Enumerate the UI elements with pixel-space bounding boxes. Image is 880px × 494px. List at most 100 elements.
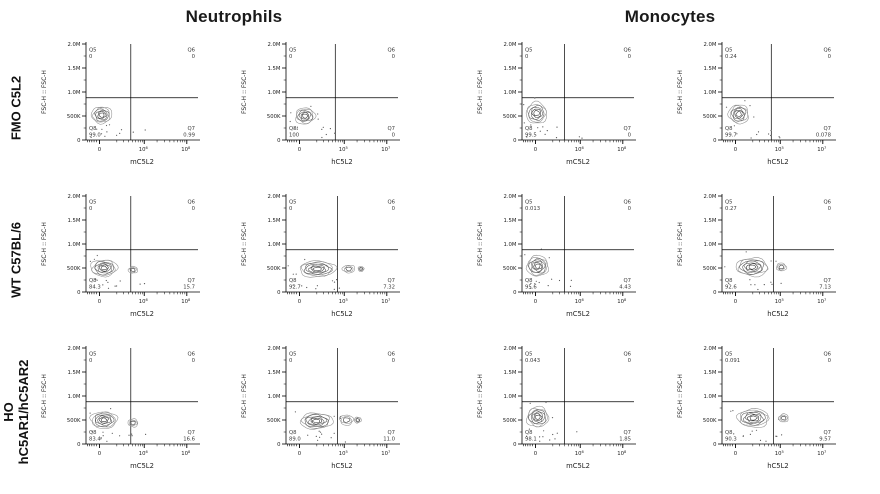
quadrant-label-q8: Q8 <box>289 126 297 132</box>
quadrant-label-q6: Q6 <box>387 48 395 54</box>
quadrant-label-q8: Q8 <box>525 126 533 132</box>
quadrant-label-q7: Q7 <box>823 430 831 436</box>
quadrant-label-q5: Q5 <box>289 48 297 54</box>
group-gap <box>434 336 470 488</box>
x-axis-title: hC5L2 <box>767 158 789 166</box>
quadrant-label-q8: Q8 <box>89 126 97 132</box>
quadrant-label-q8: Q8 <box>725 278 733 284</box>
x-tick-label: 106 <box>575 450 585 457</box>
quadrant-gate <box>522 348 634 444</box>
x-tick-label: 107 <box>381 146 390 153</box>
quadrant-gate <box>86 196 198 292</box>
quadrant-label-q7: Q7 <box>823 278 831 284</box>
axes: 0 500K 1.0M 1.5M 2.0M 0 105 107 <box>703 194 836 305</box>
quadrant-label-q6: Q6 <box>623 200 631 206</box>
row-label: HO hC5AR1/hC5AR2 <box>1 359 31 465</box>
scatter-dots <box>294 411 346 443</box>
x-axis-title: hC5L2 <box>331 462 353 470</box>
quadrant-value-q8: 99.5 <box>525 133 537 139</box>
quadrant-label-q5: Q5 <box>89 352 97 358</box>
quadrant-value-q5: 0 <box>289 206 293 212</box>
quadrant-value-q8: 84.3 <box>89 285 101 291</box>
y-tick-label: 2.0M <box>268 346 281 352</box>
y-tick-label: 500K <box>267 266 281 272</box>
y-tick-label: 0 <box>277 138 281 144</box>
y-tick-label: 0 <box>713 138 717 144</box>
quadrant-label-q8: Q8 <box>725 430 733 436</box>
quadrant-label-q7: Q7 <box>387 126 395 132</box>
y-axis-title: FSC-H :: FSC-H <box>677 222 684 266</box>
contour-population <box>90 106 113 125</box>
x-tick-label: 0 <box>734 299 738 305</box>
quadrant-gate <box>522 196 634 292</box>
y-tick-label: 1.0M <box>704 242 717 248</box>
quadrant-value-q6: 0 <box>192 206 196 212</box>
y-tick-label: 2.0M <box>504 346 517 352</box>
x-tick-label: 0 <box>534 299 538 305</box>
x-tick-label: 106 <box>139 146 149 153</box>
x-tick-label: 0 <box>298 451 302 457</box>
quadrant-label-q5: Q5 <box>289 352 297 358</box>
y-tick-label: 1.0M <box>504 242 517 248</box>
quadrant-value-q7: 11.0 <box>383 437 395 443</box>
y-tick-label: 500K <box>267 114 281 120</box>
contour-population <box>735 257 788 278</box>
y-tick-label: 0 <box>513 442 517 448</box>
quadrant-label-q6: Q6 <box>823 48 831 54</box>
group-gap <box>434 184 470 336</box>
quadrant-label-q8: Q8 <box>525 430 533 436</box>
x-tick-label: 106 <box>139 298 149 305</box>
scatter-dots <box>85 110 146 138</box>
quadrant-value-q6: 0 <box>628 54 632 60</box>
quadrant-value-q7: 1.85 <box>619 437 631 443</box>
quadrant-value-q5: 0.27 <box>725 206 737 212</box>
y-tick-label: 1.5M <box>268 66 281 72</box>
y-tick-label: 2.0M <box>504 194 517 200</box>
contour-population <box>525 254 549 277</box>
contour-population <box>525 100 547 124</box>
quadrant-value-q8: 99.0 <box>89 133 101 139</box>
quadrant-label-q7: Q7 <box>623 430 631 436</box>
flow-plot-panel: 0 500K 1.0M 1.5M 2.0M 0 106 108 Q5 0 Q6 0 Q7 15.7 Q8 84… <box>34 184 234 336</box>
y-axis-title: FSC-H :: FSC-H <box>41 374 48 418</box>
x-tick-label: 107 <box>381 450 390 457</box>
quadrant-label-q8: Q8 <box>289 430 297 436</box>
scatter-dots <box>523 97 583 139</box>
quadrant-label-q7: Q7 <box>387 278 395 284</box>
axes: 0 500K 1.0M 1.5M 2.0M 0 105 107 <box>703 346 836 457</box>
x-tick-label: 108 <box>617 146 627 153</box>
scatter-dots <box>89 254 146 289</box>
y-axis-title: FSC-H :: FSC-H <box>477 70 484 114</box>
x-axis-title: mC5L2 <box>566 462 590 470</box>
figure-row: HO hC5AR1/hC5AR2 0 500K 1.0M 1.5M 2.0M 0 106 108 Q… <box>0 336 880 488</box>
x-tick-label: 108 <box>181 146 191 153</box>
quadrant-label-q8: Q8 <box>89 278 97 284</box>
quadrant-label-q7: Q7 <box>823 126 831 132</box>
quadrant-value-q5: 0 <box>89 358 93 364</box>
quadrant-label-q6: Q6 <box>187 48 195 54</box>
quadrant-value-q7: 15.7 <box>183 285 195 291</box>
y-axis-title: FSC-H :: FSC-H <box>41 222 48 266</box>
y-tick-label: 500K <box>503 266 517 272</box>
y-tick-label: 500K <box>703 418 717 424</box>
quadrant-value-q6: 0 <box>828 54 832 60</box>
axes: 0 500K 1.0M 1.5M 2.0M 0 105 107 <box>267 346 400 457</box>
quadrant-label-q5: Q5 <box>525 200 533 206</box>
quadrant-value-q8: 83.4 <box>89 437 101 443</box>
quadrant-value-q7: 0.078 <box>816 133 832 139</box>
y-tick-label: 1.5M <box>704 370 717 376</box>
y-tick-label: 1.5M <box>504 66 517 72</box>
y-tick-label: 0 <box>713 442 717 448</box>
y-tick-label: 1.0M <box>704 394 717 400</box>
x-axis-title: hC5L2 <box>767 462 789 470</box>
contour-population <box>299 412 362 430</box>
quadrant-gate <box>286 44 398 140</box>
quadrant-value-q7: 7.32 <box>383 285 395 291</box>
quadrant-value-q6: 0 <box>828 358 832 364</box>
quadrant-gate <box>86 348 198 444</box>
y-tick-label: 1.0M <box>504 394 517 400</box>
